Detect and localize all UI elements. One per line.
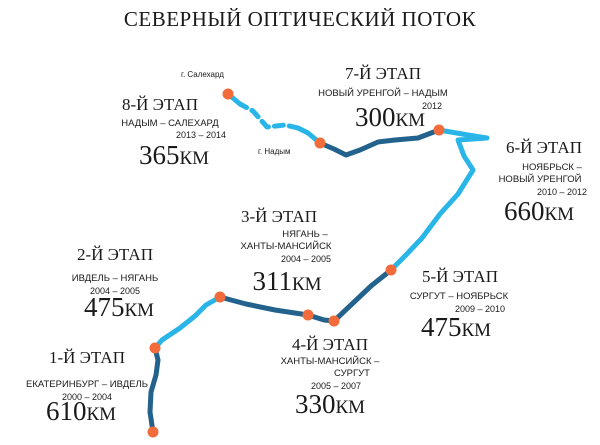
stage-km: 610: [46, 396, 87, 426]
node-khanty-mansiysk: [302, 309, 314, 321]
stage-distance: 610КМ: [46, 396, 116, 426]
stage-km-unit: КМ: [86, 404, 116, 425]
stage-route: НОВЫЙ УРЕНГОЙ – НАДЫМ: [318, 87, 448, 99]
node-ivdel: [149, 342, 161, 354]
stage-route: НЯГАНЬ –: [282, 229, 328, 240]
node-salekhard: [222, 88, 234, 100]
stage-route: СУРГУТ – НОЯБРЬСК: [410, 291, 509, 302]
stage-km: 311: [252, 266, 292, 296]
route-segment-stage-5: [331, 267, 394, 324]
stage-km-unit: КМ: [124, 300, 154, 321]
stage-route: СУРГУТ: [334, 368, 370, 379]
route-segment-stage-3: [217, 294, 311, 318]
stage-route: ЕКАТЕРИНБУРГ – ИВДЕЛЬ: [26, 379, 148, 390]
stage-name: 5-Й ЭТАП: [422, 267, 498, 286]
stage-distance: 475КМ: [84, 292, 154, 322]
stage-km-unit: КМ: [395, 110, 425, 131]
stage-years: 2004 – 2005: [90, 286, 140, 296]
stage-distance: 330КМ: [295, 389, 365, 419]
stage-distance: 660КМ: [504, 196, 574, 226]
route-segment-stage-7: [317, 127, 442, 158]
stage-label-6: 6-Й ЭТАП НОЯБРЬСК – НОВЫЙ УРЕНГОЙ 2010 –…: [499, 138, 587, 226]
stage-name: 7-Й ЭТАП: [345, 64, 421, 83]
stage-distance: 475КМ: [421, 312, 491, 342]
stage-km: 365: [139, 140, 180, 170]
stage-km-unit: КМ: [292, 274, 322, 295]
stage-name: 4-Й ЭТАП: [292, 335, 368, 354]
stage-years: 2000 – 2004: [62, 392, 112, 402]
stage-route: НАДЫМ – САЛЕХАРД: [121, 118, 219, 129]
stage-label-1: 1-Й ЭТАП ЕКАТЕРИНБУРГ – ИВДЕЛЬ 2000 – 20…: [26, 348, 148, 426]
stage-name: 2-Й ЭТАП: [77, 245, 153, 264]
stage-route: ХАНТЫ-МАНСИЙСК: [241, 240, 332, 252]
stage-route: ИВДЕЛЬ – НЯГАНЬ: [72, 273, 158, 284]
stage-label-3: 3-Й ЭТАП НЯГАНЬ – ХАНТЫ-МАНСИЙСК 2004 – …: [241, 207, 332, 296]
stage-distance: 365КМ: [139, 140, 209, 170]
stage-km-unit: КМ: [179, 148, 209, 169]
stage-years: 2005 – 2007: [311, 381, 361, 391]
node-nadym: [314, 137, 326, 149]
stage-name: 3-Й ЭТАП: [241, 207, 317, 226]
route-segment-stage-6: [388, 127, 490, 273]
stage-years: 2004 – 2005: [281, 254, 331, 264]
stage-km: 475: [421, 312, 462, 342]
node-noyabrsk: [385, 264, 397, 276]
stage-distance: 311КМ: [252, 266, 321, 296]
stage-label-2: 2-Й ЭТАП ИВДЕЛЬ – НЯГАНЬ 2004 – 2005 475…: [72, 245, 158, 322]
node-ekaterinburg: [147, 426, 159, 438]
stage-route: ХАНТЫ-МАНСИЙСК –: [281, 355, 381, 367]
stage-years: 2013 – 2014: [176, 130, 226, 140]
stage-name: 8-Й ЭТАП: [122, 95, 198, 114]
city-label-salekhard: г. Салехард: [181, 70, 224, 79]
stage-km-unit: КМ: [335, 397, 365, 418]
stage-years: 2010 – 2012: [537, 187, 587, 197]
stage-km: 300: [355, 102, 396, 132]
route-segment-stage-2: [152, 294, 223, 351]
stage-years: 2009 – 2010: [455, 304, 505, 314]
stage-km: 475: [84, 292, 125, 322]
stage-name: 6-Й ЭТАП: [506, 138, 582, 157]
stage-km-unit: КМ: [544, 204, 574, 225]
route-segment-stage-8-dashed: [237, 101, 301, 131]
stage-route: НОВЫЙ УРЕНГОЙ: [499, 173, 582, 185]
stage-distance: 300КМ: [355, 102, 425, 132]
stage-km: 660: [504, 196, 545, 226]
stage-label-5: 5-Й ЭТАП СУРГУТ – НОЯБРЬСК 2009 – 2010 4…: [410, 267, 509, 342]
stage-years: 2012: [422, 101, 442, 111]
node-nyagan: [214, 291, 226, 303]
stage-km: 330: [295, 389, 336, 419]
stage-km-unit: КМ: [461, 320, 491, 341]
stage-label-8: 8-Й ЭТАП НАДЫМ – САЛЕХАРД 2013 – 2014 36…: [121, 95, 226, 170]
city-label-nadym: г. Надым: [258, 147, 291, 156]
stage-label-7: 7-Й ЭТАП НОВЫЙ УРЕНГОЙ – НАДЫМ 2012 300К…: [318, 64, 448, 132]
route-nodes: [147, 88, 445, 438]
stage-label-4: 4-Й ЭТАП ХАНТЫ-МАНСИЙСК – СУРГУТ 2005 – …: [281, 335, 381, 419]
stage-name: 1-Й ЭТАП: [49, 348, 125, 367]
route-segment-stage-1: [147, 345, 161, 435]
route-lines: [147, 91, 490, 435]
node-surgut: [328, 315, 340, 327]
stage-route: НОЯБРЬСК –: [522, 162, 583, 173]
node-novy-urengoy: [433, 124, 445, 136]
map-title: СЕВЕРНЫЙ ОПТИЧЕСКИЙ ПОТОК: [124, 7, 477, 31]
